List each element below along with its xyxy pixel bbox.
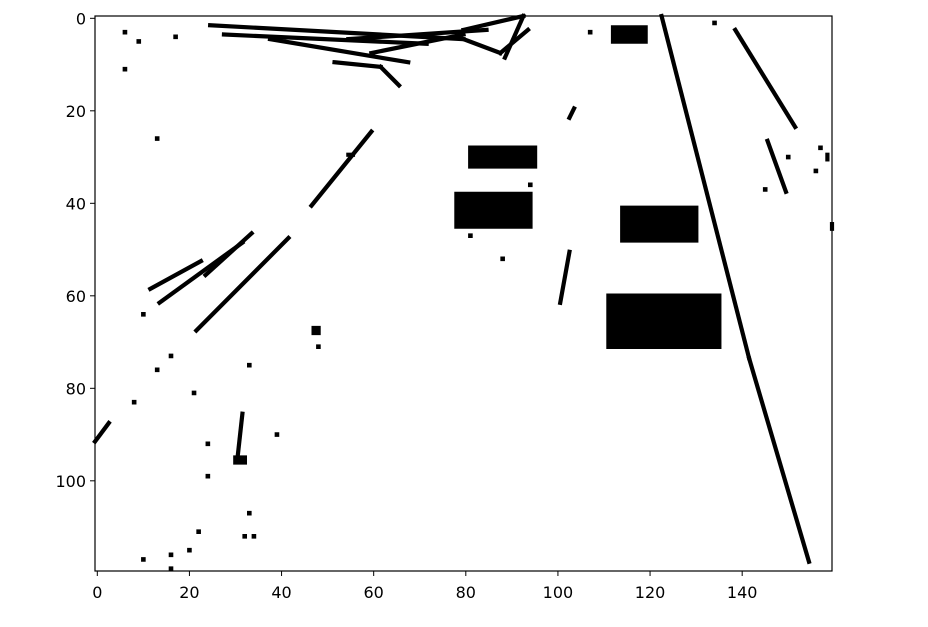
pixel-speck-1 (122, 66, 128, 72)
edge-stroke-4 (368, 32, 466, 56)
edge-stroke-9 (332, 59, 383, 70)
y-tick-label-4: 80 (66, 379, 86, 398)
pixel-speck-12 (187, 547, 192, 553)
edge-stroke-19 (659, 13, 752, 361)
edge-stroke-6 (460, 36, 504, 56)
pixel-blob-2 (454, 191, 533, 229)
pixel-speck-23 (468, 233, 473, 238)
edge-stroke-23 (235, 411, 245, 458)
edge-stroke-5 (460, 13, 526, 33)
y-tick-label-2: 40 (66, 194, 86, 213)
x-tick-label-4: 80 (456, 583, 476, 602)
pixel-speck-29 (818, 145, 823, 151)
pixel-speck-13 (196, 529, 201, 534)
pixel-blob-6 (233, 455, 248, 465)
pixel-speck-4 (154, 136, 160, 141)
pixel-speck-16 (168, 566, 174, 571)
pixel-blob-0 (610, 25, 648, 44)
edge-stroke-0 (207, 23, 466, 42)
pixel-speck-17 (247, 362, 252, 368)
plot-area (92, 13, 835, 572)
edge-stroke-24 (92, 420, 112, 445)
x-tick-label-5: 100 (543, 583, 574, 602)
pixel-blob-3 (620, 205, 699, 243)
x-tick-label-1: 20 (179, 583, 199, 602)
pixel-speck-31 (762, 187, 768, 192)
pixel-speck-25 (527, 182, 533, 188)
pixel-speck-19 (247, 510, 252, 516)
pixel-speck-8 (168, 353, 174, 359)
edge-stroke-10 (377, 63, 402, 89)
axes-frame (94, 15, 833, 572)
edge-stroke-17 (557, 249, 572, 306)
y-tick-label-5: 100 (55, 472, 86, 491)
pixel-blob-1 (468, 145, 538, 169)
x-tick-label-2: 40 (271, 583, 291, 602)
pixel-speck-18 (274, 432, 280, 437)
pixel-speck-27 (712, 20, 717, 26)
pixel-blob-4 (606, 293, 722, 349)
image-pixels (92, 13, 835, 571)
pixel-blob-5 (311, 325, 321, 336)
pixel-speck-20 (242, 534, 248, 539)
pixel-speck-14 (141, 557, 146, 562)
edge-stroke-18 (566, 105, 577, 121)
y-tick-label-0: 0 (76, 9, 86, 28)
pixel-speck-7 (154, 367, 160, 373)
pixel-speck-22 (316, 344, 321, 349)
pixel-speck-0 (122, 29, 128, 35)
edge-stroke-20 (746, 355, 812, 565)
edge-stroke-2 (267, 36, 411, 65)
x-tick-label-0: 0 (92, 583, 102, 602)
edge-stroke-8 (502, 13, 527, 61)
x-tick-label-6: 120 (635, 583, 666, 602)
pixel-speck-28 (785, 154, 791, 160)
pixel-speck-26 (587, 29, 593, 35)
pixel-speck-6 (131, 399, 137, 405)
pixel-speck-2 (136, 39, 142, 44)
x-axis: 0 20 40 60 80 100 120 140 (92, 571, 757, 602)
edge-stroke-22 (764, 138, 789, 195)
pixel-speck-11 (205, 473, 211, 479)
y-tick-label-3: 60 (66, 287, 86, 306)
edge-stroke-13 (193, 235, 292, 334)
pixel-speck-15 (168, 552, 174, 558)
x-tick-label-3: 60 (363, 583, 383, 602)
x-tick-label-7: 140 (727, 583, 758, 602)
y-axis: 0 20 40 60 80 100 (55, 9, 95, 491)
pixel-speck-21 (251, 534, 257, 539)
pixel-speck-24 (500, 256, 505, 262)
edge-stroke-11 (308, 128, 375, 209)
pixel-speck-3 (173, 34, 178, 40)
edge-stroke-1 (221, 32, 429, 46)
pixel-speck-30 (813, 168, 819, 174)
pixel-speck-9 (191, 390, 197, 396)
edge-stroke-21 (732, 26, 799, 130)
y-tick-label-1: 20 (66, 102, 86, 121)
pixel-speck-10 (205, 441, 211, 447)
pixel-speck-5 (141, 312, 146, 317)
edge-stroke-15 (156, 239, 246, 306)
edge-stroke-16 (147, 258, 204, 292)
